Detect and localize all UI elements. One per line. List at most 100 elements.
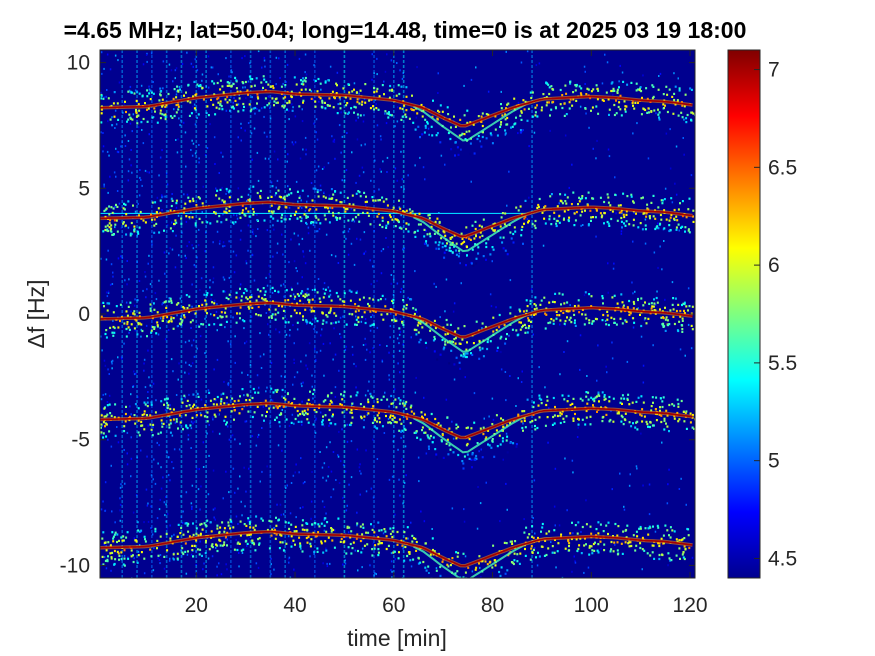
- trace-speck: [270, 204, 273, 207]
- trace-speck: [151, 434, 154, 437]
- trace-speck: [337, 212, 340, 215]
- trace-speck: [228, 99, 231, 102]
- trace-speck: [389, 308, 392, 311]
- trace-speck: [563, 420, 566, 423]
- trace-speck: [459, 342, 462, 345]
- noise-speck: [231, 521, 233, 524]
- trace-speck: [369, 310, 372, 313]
- noise-speck: [191, 139, 193, 142]
- trace-speck: [590, 216, 593, 219]
- trace-speck: [123, 425, 126, 428]
- trace-speck: [307, 298, 310, 301]
- noise-speck: [253, 279, 256, 282]
- trace-speck: [367, 412, 370, 415]
- trace-speck: [513, 97, 516, 100]
- trace-speck: [100, 108, 103, 111]
- trace-speck: [419, 223, 422, 226]
- noise-speck: [130, 393, 132, 396]
- trace-speck: [642, 108, 645, 111]
- trace-speck: [501, 212, 504, 215]
- trace-speck: [447, 113, 450, 116]
- trace-speck: [274, 313, 277, 316]
- trace-speck: [155, 332, 158, 335]
- noise-speck: [359, 470, 361, 473]
- noise-speck: [245, 97, 247, 100]
- trace-speck: [441, 242, 444, 245]
- trace-speck: [534, 418, 537, 421]
- trace-speck: [174, 219, 177, 222]
- trace-speck: [450, 340, 453, 343]
- trace-speck: [131, 118, 134, 121]
- trace-speck: [465, 578, 467, 580]
- noise-speck: [143, 521, 145, 524]
- trace-speck: [300, 292, 303, 295]
- noise-speck: [364, 143, 366, 146]
- trace-speck: [225, 396, 228, 399]
- trace-speck: [428, 213, 431, 216]
- noise-speck: [103, 96, 106, 99]
- trace-speck: [590, 532, 593, 535]
- trace-speck: [283, 104, 286, 107]
- trace-speck: [664, 329, 667, 332]
- trace-speck: [216, 395, 219, 399]
- trace-speck: [687, 208, 690, 211]
- trace-speck: [388, 89, 391, 92]
- trace-speck: [150, 403, 153, 406]
- trace-speck: [138, 92, 141, 95]
- trace-speck: [678, 320, 681, 323]
- trace-speck: [110, 230, 113, 233]
- noise-speck: [291, 103, 293, 106]
- trace-speck: [293, 309, 296, 312]
- noise-speck: [333, 138, 336, 141]
- trace-speck: [284, 321, 287, 324]
- trace-speck: [398, 327, 401, 330]
- trace-speck: [683, 557, 686, 561]
- trace-speck: [405, 400, 408, 404]
- noise-speck: [245, 420, 248, 423]
- trace-speck: [500, 121, 503, 124]
- trace-speck: [672, 297, 675, 300]
- trace-speck: [189, 407, 192, 410]
- trace-speck: [225, 187, 228, 191]
- noise-speck: [607, 291, 609, 294]
- trace-speck: [482, 218, 485, 221]
- noise-speck: [254, 112, 256, 115]
- trace-speck: [523, 419, 526, 422]
- noise-speck: [373, 418, 375, 421]
- noise-speck: [390, 274, 393, 276]
- trace-speck: [605, 323, 608, 326]
- trace-speck: [313, 388, 316, 391]
- trace-speck: [330, 422, 333, 425]
- trace-speck: [617, 412, 620, 415]
- trace-speck: [597, 112, 600, 115]
- trace-speck: [370, 523, 372, 526]
- trace-speck: [669, 309, 672, 312]
- noise-speck: [256, 108, 258, 110]
- trace-speck: [652, 85, 655, 88]
- trace-speck: [251, 306, 254, 309]
- trace-speck: [162, 317, 165, 320]
- trace-band: [100, 286, 694, 370]
- noise-speck: [148, 88, 151, 91]
- trace-speck: [146, 108, 148, 111]
- trace-speck: [225, 320, 228, 323]
- noise-speck: [107, 120, 109, 123]
- trace-speck: [640, 113, 643, 116]
- trace-speck: [504, 113, 507, 116]
- noise-speck: [119, 519, 121, 522]
- trace-speck: [601, 295, 604, 298]
- noise-speck: [177, 138, 179, 141]
- noise-speck: [250, 132, 253, 135]
- noise-speck: [175, 90, 178, 93]
- trace-speck: [248, 398, 251, 402]
- trace-speck: [588, 293, 591, 296]
- trace-speck: [661, 400, 664, 403]
- trace-speck: [662, 103, 665, 106]
- trace-speck: [533, 303, 536, 306]
- noise-speck: [659, 245, 661, 248]
- trace-speck: [572, 191, 575, 194]
- trace-speck: [147, 107, 150, 110]
- trace-speck: [110, 557, 113, 560]
- noise-speck: [316, 351, 318, 354]
- trace-speck: [113, 219, 116, 222]
